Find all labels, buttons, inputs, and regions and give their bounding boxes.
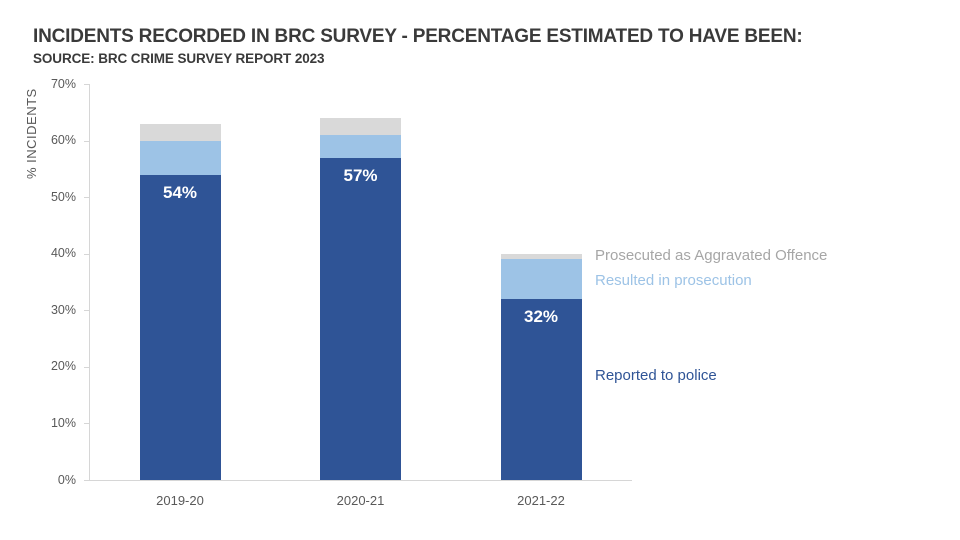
y-axis-line — [89, 84, 90, 481]
x-tick-label: 2020-21 — [336, 493, 385, 508]
y-tick-label: 0% — [57, 472, 76, 487]
bar-value-label: 32% — [523, 306, 559, 326]
y-tick-label: 10% — [50, 415, 76, 430]
chart-source: SOURCE: BRC CRIME SURVEY REPORT 2023 — [33, 51, 325, 66]
y-tick-mark — [84, 84, 90, 85]
y-tick-mark — [84, 253, 90, 255]
bar-segment-reported-to-police-2020-21 — [320, 157, 401, 480]
y-tick-label: 30% — [50, 302, 76, 317]
y-tick-mark — [84, 197, 90, 199]
bar-segment-prosecuted-as-aggravated-offence-2020-21 — [320, 117, 401, 135]
bar-segment-resulted-in-prosecution-2021-22 — [500, 259, 582, 299]
bar-segment-prosecuted-as-aggravated-offence-2019-20 — [139, 123, 221, 141]
y-tick-mark — [84, 310, 90, 312]
bar-value-label: 54% — [162, 182, 198, 202]
bar-value-label: 57% — [343, 165, 378, 185]
x-tick-label: 2021-22 — [517, 493, 565, 508]
y-tick-label: 70% — [50, 76, 76, 91]
bar-segment-reported-to-police-2019-20 — [139, 174, 221, 480]
y-tick-label: 60% — [50, 133, 76, 148]
x-axis-line — [89, 480, 632, 481]
y-tick-mark — [84, 140, 90, 142]
y-tick-label: 20% — [50, 359, 76, 374]
bar-segment-reported-to-police-2021-22 — [500, 298, 582, 480]
chart-title: INCIDENTS RECORDED IN BRC SURVEY - PERCE… — [33, 26, 803, 47]
y-tick-label: 50% — [50, 189, 76, 204]
x-tick-label: 2019-20 — [156, 493, 204, 508]
legend-label-reported-police: Reported to police — [595, 367, 717, 384]
y-tick-label: 40% — [50, 246, 76, 261]
bar-segment-resulted-in-prosecution-2019-20 — [139, 140, 221, 175]
y-tick-mark — [84, 366, 90, 368]
legend-label-prosecuted-aggravated: Prosecuted as Aggravated Offence — [595, 247, 828, 264]
y-tick-mark — [84, 423, 90, 425]
legend-label-resulted-prosecution: Resulted in prosecution — [595, 272, 752, 289]
bar-segment-prosecuted-as-aggravated-offence-2021-22 — [500, 253, 582, 260]
y-tick-mark — [84, 480, 90, 481]
bar-segment-resulted-in-prosecution-2020-21 — [320, 134, 401, 158]
